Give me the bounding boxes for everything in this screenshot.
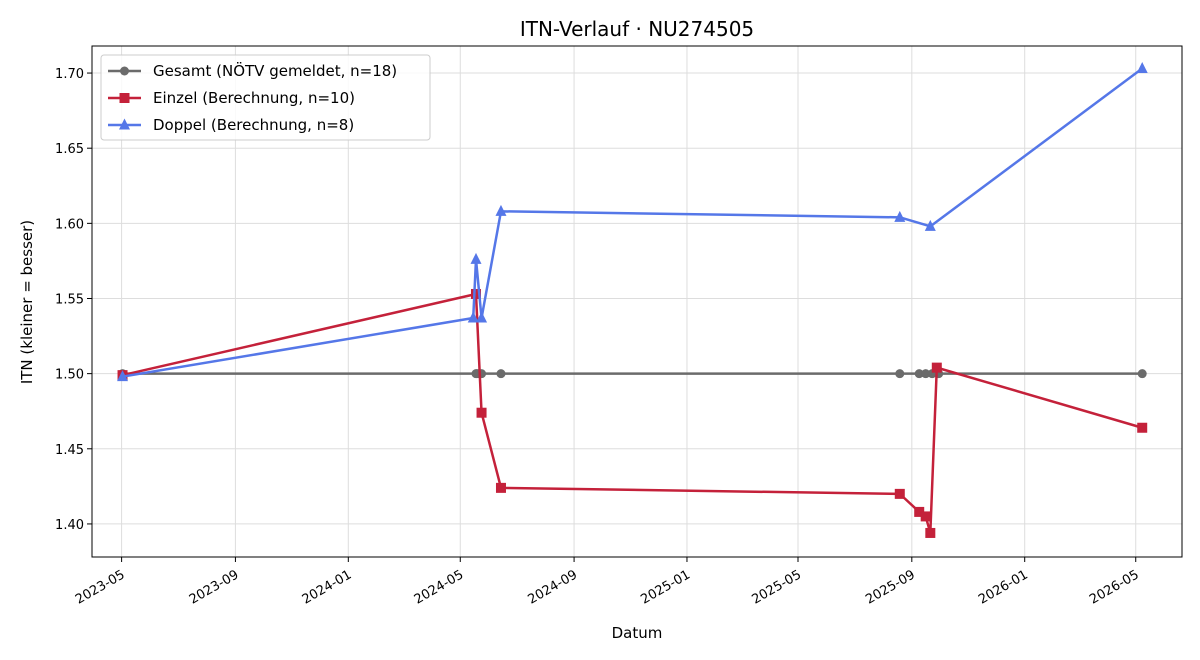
- legend-box: [100, 54, 431, 141]
- data-point-einzel: [476, 407, 487, 418]
- y-tick-label: 1.70: [55, 67, 84, 82]
- x-tick-label: 2025-01: [638, 567, 693, 607]
- series-line-einzel: [122, 292, 1143, 535]
- data-point-einzel: [914, 506, 925, 517]
- legend-marker: [120, 66, 129, 76]
- data-point-einzel: [920, 511, 931, 522]
- legend-item-einzel: Einzel (Berechnung, n=10): [108, 89, 355, 107]
- data-point-doppel: [894, 210, 906, 222]
- legend-item-doppel: Doppel (Berechnung, n=8): [108, 116, 354, 134]
- y-tick-label: 1.65: [55, 142, 84, 157]
- data-point-doppel: [495, 204, 507, 216]
- data-point-einzel: [931, 362, 942, 373]
- legend-marker: [119, 93, 130, 103]
- plot-frame: [91, 45, 1183, 558]
- data-point-gesamt: [496, 369, 506, 379]
- data-point-doppel: [1136, 62, 1148, 74]
- y-tick-label: 1.60: [55, 217, 84, 232]
- legend: Gesamt (NÖTV gemeldet, n=18) Einzel (Bere…: [100, 54, 431, 141]
- data-point-gesamt: [921, 369, 931, 379]
- x-tick-label: 2023-05: [73, 567, 128, 607]
- x-tick-label: 2024-01: [300, 567, 355, 607]
- data-point-einzel: [894, 488, 905, 499]
- data-point-doppel: [117, 370, 129, 382]
- data-point-doppel: [467, 311, 479, 323]
- x-tick-label: 2026-05: [1087, 567, 1142, 607]
- x-tick-label: 2024-05: [412, 567, 467, 607]
- series-gesamt: [118, 369, 1147, 379]
- series-einzel: [117, 288, 1148, 538]
- y-tick-label: 1.55: [55, 292, 84, 307]
- legend-label: Einzel (Berechnung, n=10): [153, 89, 355, 107]
- data-point-gesamt: [895, 369, 905, 379]
- data-point-gesamt: [1137, 369, 1147, 379]
- data-point-doppel: [924, 219, 936, 231]
- x-tick-label: 2023-09: [187, 567, 242, 607]
- chart-title: ITN-Verlauf · NU274505: [520, 17, 754, 41]
- y-tick-label: 1.50: [55, 368, 84, 383]
- data-point-gesamt: [914, 369, 924, 379]
- data-point-einzel: [495, 482, 506, 493]
- legend-label: Doppel (Berechnung, n=8): [153, 116, 354, 134]
- legend-marker: [119, 118, 130, 130]
- data-point-einzel: [925, 527, 936, 538]
- legend-item-gesamt: Gesamt (NÖTV gemeldet, n=18): [108, 61, 397, 80]
- y-tick-label: 1.40: [55, 518, 84, 533]
- x-tick-label: 2025-05: [749, 567, 804, 607]
- y-axis-label: ITN (kleiner = besser): [18, 220, 36, 384]
- series-doppel: [117, 62, 1148, 382]
- x-tick-label: 2025-09: [863, 567, 918, 607]
- data-point-doppel: [470, 252, 482, 264]
- data-point-einzel: [470, 288, 481, 299]
- x-tick-label: 2026-01: [976, 567, 1031, 607]
- legend-label: Gesamt (NÖTV gemeldet, n=18): [153, 61, 397, 80]
- series-layer: [117, 62, 1148, 538]
- data-point-doppel: [476, 311, 488, 323]
- y-tick-label: 1.45: [55, 443, 84, 458]
- x-axis-label: Datum: [612, 624, 663, 642]
- x-tick-label: 2024-09: [526, 567, 581, 607]
- series-line-doppel: [122, 67, 1143, 378]
- data-point-einzel: [1137, 422, 1148, 433]
